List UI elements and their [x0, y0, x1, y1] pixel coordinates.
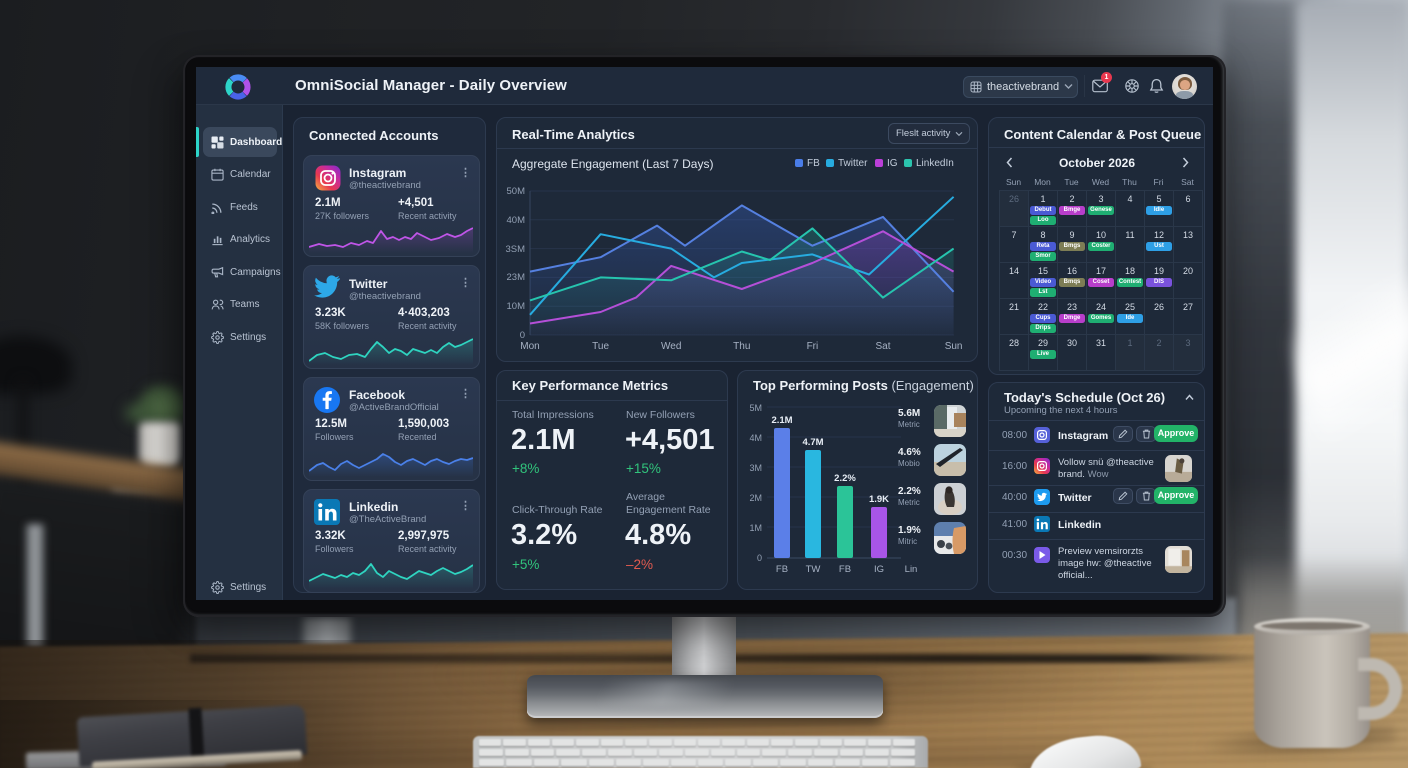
svg-text:1M: 1M: [749, 523, 762, 533]
svg-text:FB: FB: [776, 564, 788, 575]
svg-text:IG: IG: [874, 564, 884, 575]
svg-text:40M: 40M: [507, 215, 526, 226]
svg-text:23M: 23M: [507, 272, 526, 283]
svg-text:TW: TW: [806, 564, 821, 575]
svg-text:Tue: Tue: [592, 341, 609, 351]
svg-text:FB: FB: [839, 564, 851, 575]
svg-text:Mon: Mon: [520, 341, 539, 351]
svg-text:3SM: 3SM: [505, 244, 525, 255]
svg-text:Wed: Wed: [661, 341, 681, 351]
svg-text:Fri: Fri: [807, 341, 819, 351]
svg-text:4M: 4M: [749, 433, 762, 443]
svg-text:10M: 10M: [507, 301, 526, 312]
svg-text:0: 0: [757, 553, 762, 563]
svg-text:Thu: Thu: [733, 341, 750, 351]
svg-text:0: 0: [520, 330, 525, 341]
svg-text:5M: 5M: [749, 403, 762, 413]
svg-text:Sat: Sat: [875, 341, 890, 351]
svg-text:1.9K: 1.9K: [869, 494, 889, 505]
svg-text:2.2%: 2.2%: [834, 473, 856, 484]
svg-text:3M: 3M: [749, 463, 762, 473]
svg-text:2.1M: 2.1M: [771, 415, 792, 426]
svg-text:2M: 2M: [749, 493, 762, 503]
svg-text:Lin: Lin: [905, 564, 918, 575]
svg-text:50M: 50M: [507, 186, 526, 197]
svg-text:Sun: Sun: [945, 341, 963, 351]
svg-text:4.7M: 4.7M: [802, 437, 823, 448]
